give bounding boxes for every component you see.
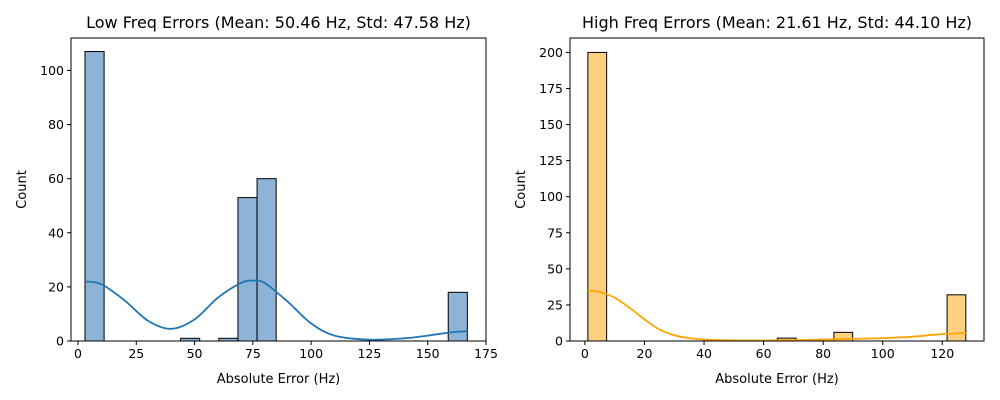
histogram-bar — [587, 51, 608, 342]
histogram-bar — [237, 197, 258, 342]
y-tick-label: 60 — [48, 171, 64, 186]
x-tick-label: 100 — [871, 346, 895, 361]
x-tick-label: 25 — [128, 346, 144, 361]
x-tick-label: 80 — [815, 346, 831, 361]
y-tick-label: 175 — [539, 81, 563, 96]
y-axis-label: Count — [15, 170, 30, 209]
y-axis-label: Count — [514, 170, 529, 209]
x-tick-label: 0 — [74, 346, 82, 361]
y-tick-label: 25 — [547, 297, 563, 312]
y-tick-label: 100 — [40, 63, 64, 78]
chart-title: Low Freq Errors (Mean: 50.46 Hz, Std: 47… — [86, 13, 471, 32]
chart-title: High Freq Errors (Mean: 21.61 Hz, Std: 4… — [582, 13, 972, 32]
x-tick-label: 50 — [187, 346, 203, 361]
kde-line — [84, 279, 468, 341]
y-tick-label: 100 — [539, 189, 563, 204]
y-tick-label: 80 — [48, 117, 64, 132]
x-tick-label: 150 — [416, 346, 440, 361]
x-tick-label: 120 — [930, 346, 954, 361]
y-tick-label: 0 — [555, 334, 563, 349]
histogram-bar — [84, 51, 105, 342]
x-tick-label: 60 — [756, 346, 772, 361]
plot-area: 0 20 40 60 80 100 120 0 25 50 75 100 125 150 175 200 — [539, 37, 985, 361]
axes-frame — [569, 37, 985, 342]
x-axis-label: Absolute Error (Hz) — [715, 372, 839, 387]
histogram-bar — [447, 291, 468, 342]
y-tick-label: 200 — [539, 45, 563, 60]
x-tick-label: 75 — [245, 346, 261, 361]
y-tick-label: 125 — [539, 153, 563, 168]
x-tick-label: 100 — [299, 346, 323, 361]
y-tick-label: 0 — [56, 334, 64, 349]
kde-line — [587, 289, 967, 342]
chart-high-freq: High Freq Errors (Mean: 21.61 Hz, Std: 4… — [514, 13, 985, 387]
x-tick-label: 125 — [357, 346, 381, 361]
axes-frame — [70, 37, 487, 342]
x-tick-label: 20 — [637, 346, 653, 361]
chart-low-freq: Low Freq Errors (Mean: 50.46 Hz, Std: 47… — [15, 13, 498, 387]
y-tick-label: 50 — [547, 261, 563, 276]
y-tick-label: 20 — [48, 279, 64, 294]
y-tick-label: 150 — [539, 117, 563, 132]
x-tick-label: 0 — [581, 346, 589, 361]
histogram-bar — [256, 178, 277, 342]
x-axis-label: Absolute Error (Hz) — [217, 372, 341, 387]
y-tick-label: 40 — [48, 225, 64, 240]
y-tick-label: 75 — [547, 225, 563, 240]
x-tick-label: 40 — [696, 346, 712, 361]
plot-area: 0 25 50 75 100 125 150 175 0 20 40 60 80 100 — [40, 37, 498, 361]
x-tick-label: 175 — [474, 346, 498, 361]
